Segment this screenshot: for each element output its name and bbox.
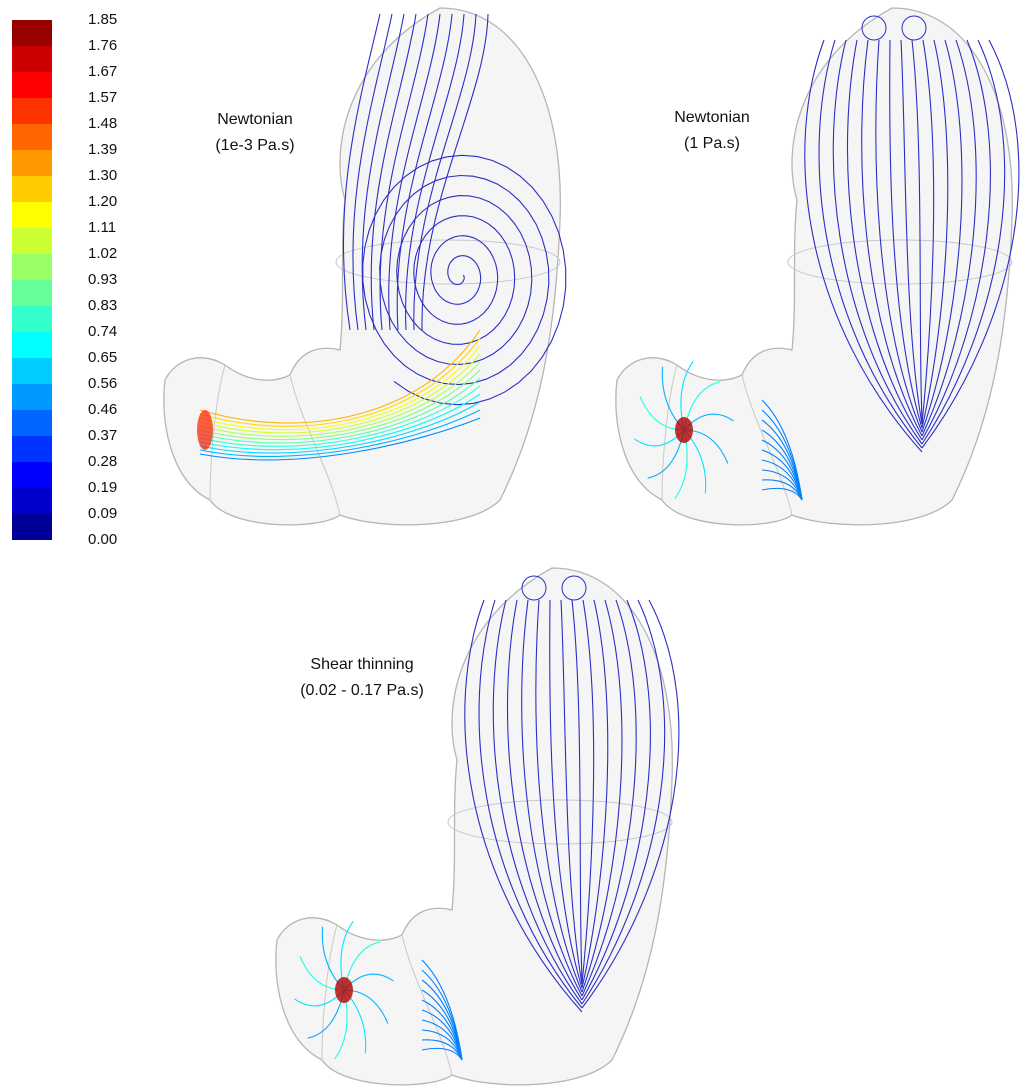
colorbar-tick-label: 1.02 xyxy=(88,245,117,262)
panel-sublabel: (1 Pa.s) xyxy=(684,135,740,152)
colorbar-tick-label: 1.76 xyxy=(88,37,117,54)
colorbar-tick-label: 1.11 xyxy=(88,219,116,236)
color-swatch xyxy=(12,72,52,98)
panel-sublabel: (1e-3 Pa.s) xyxy=(215,137,294,154)
hotspot xyxy=(675,417,693,443)
colorbar-tick-label: 0.37 xyxy=(88,427,117,444)
panels: Newtonian (1e-3 Pa.s) Newtonian (1 Pa.s) She… xyxy=(164,8,1019,1085)
color-swatch xyxy=(12,254,52,280)
color-swatch xyxy=(12,124,52,150)
color-swatch xyxy=(12,46,52,72)
colorbar-tick-label: 0.19 xyxy=(88,479,117,496)
colorbar-tick-label: 1.85 xyxy=(88,11,117,28)
color-swatch xyxy=(12,384,52,410)
colorbar-tick-label: 1.67 xyxy=(88,63,117,80)
hotspot xyxy=(197,410,213,450)
color-swatch xyxy=(12,306,52,332)
color-swatch xyxy=(12,20,52,46)
stomach-panel xyxy=(276,568,679,1085)
color-swatch xyxy=(12,410,52,436)
colorbar-tick-label: 1.39 xyxy=(88,141,117,158)
colorbar: 1.85 1.76 1.67 1.57 1.48 1.39 1.30 1.20 1.11 1.02… xyxy=(12,11,117,548)
colorbar-tick-label: 1.20 xyxy=(88,193,117,210)
hotspot xyxy=(335,977,353,1003)
color-swatch xyxy=(12,176,52,202)
color-swatch xyxy=(12,280,52,306)
stomach-panel xyxy=(164,8,566,525)
color-swatch xyxy=(12,228,52,254)
color-swatch xyxy=(12,488,52,514)
colorbar-tick-label: 0.09 xyxy=(88,505,117,522)
color-swatch xyxy=(12,98,52,124)
colorbar-tick-label: 1.48 xyxy=(88,115,117,132)
colorbar-tick-label: 0.83 xyxy=(88,297,117,314)
colorbar-tick-label: 0.56 xyxy=(88,375,117,392)
color-swatch xyxy=(12,436,52,462)
colorbar-tick-label: 0.93 xyxy=(88,271,117,288)
colorbar-tick-label: 1.30 xyxy=(88,167,117,184)
colorbar-tick-label: 0.28 xyxy=(88,453,117,470)
color-swatch xyxy=(12,332,52,358)
colorbar-tick-label: 1.57 xyxy=(88,89,117,106)
panel-label: Newtonian xyxy=(217,111,293,128)
color-swatch xyxy=(12,150,52,176)
color-swatch xyxy=(12,462,52,488)
panel-label: Shear thinning xyxy=(310,656,413,673)
stomach-outline xyxy=(276,568,673,1085)
stomach-outline xyxy=(616,8,1013,525)
colorbar-tick-label: 0.00 xyxy=(88,531,117,548)
stomach-panel xyxy=(616,8,1019,525)
color-swatch xyxy=(12,514,52,540)
color-swatch xyxy=(12,358,52,384)
colorbar-tick-label: 0.65 xyxy=(88,349,117,366)
colorbar-tick-label: 0.46 xyxy=(88,401,117,418)
figure: 1.85 1.76 1.67 1.57 1.48 1.39 1.30 1.20 1.11 1.02… xyxy=(0,0,1023,1086)
panel-label: Newtonian xyxy=(674,109,750,126)
colorbar-tick-label: 0.74 xyxy=(88,323,117,340)
color-swatch xyxy=(12,202,52,228)
panel-sublabel: (0.02 - 0.17 Pa.s) xyxy=(300,682,424,699)
